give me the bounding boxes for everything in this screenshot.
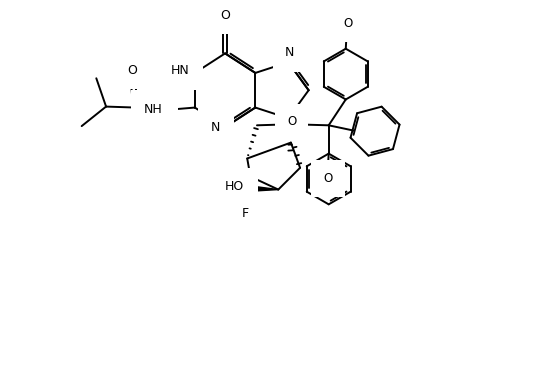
Text: NH: NH bbox=[144, 103, 162, 116]
Text: O: O bbox=[220, 9, 230, 22]
Polygon shape bbox=[242, 177, 250, 206]
Text: O: O bbox=[220, 9, 230, 22]
Text: N: N bbox=[211, 120, 220, 134]
Text: O: O bbox=[287, 116, 296, 129]
Text: HN: HN bbox=[172, 64, 190, 77]
Text: HN: HN bbox=[171, 65, 189, 78]
Text: F: F bbox=[242, 207, 249, 220]
Text: O: O bbox=[323, 173, 333, 185]
Text: N: N bbox=[286, 47, 295, 60]
Text: F: F bbox=[242, 207, 249, 220]
Text: HO: HO bbox=[225, 180, 244, 193]
Polygon shape bbox=[250, 186, 278, 191]
Text: O: O bbox=[287, 116, 296, 128]
Text: N: N bbox=[150, 105, 160, 118]
Text: O: O bbox=[128, 64, 137, 77]
Text: HO: HO bbox=[226, 180, 245, 193]
Text: O: O bbox=[343, 17, 352, 30]
Text: O: O bbox=[323, 172, 332, 185]
Text: O: O bbox=[343, 17, 352, 30]
Text: N: N bbox=[285, 46, 294, 59]
Text: N: N bbox=[211, 122, 221, 135]
Text: NH: NH bbox=[146, 105, 165, 117]
Text: O: O bbox=[128, 64, 137, 77]
Text: N: N bbox=[150, 105, 160, 118]
